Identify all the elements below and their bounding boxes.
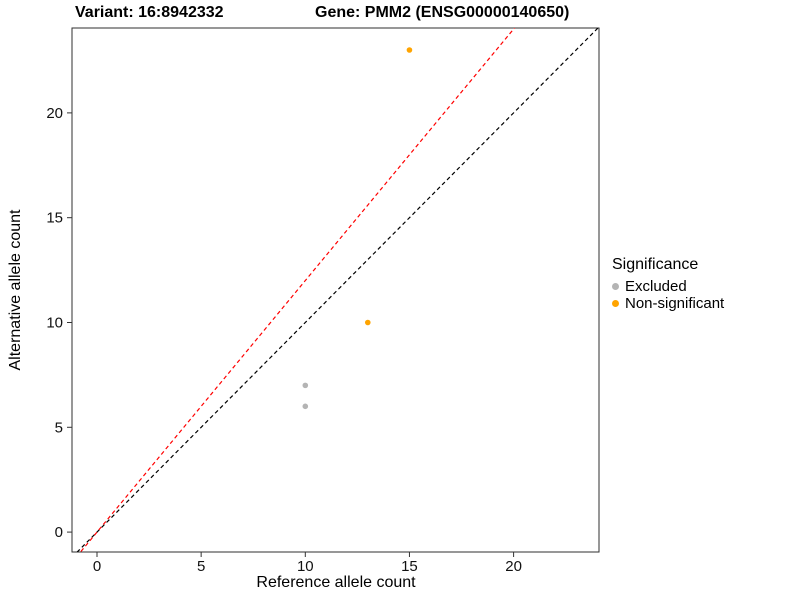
- y-axis-label: Alternative allele count: [7, 209, 24, 371]
- panel-border: [71, 27, 600, 553]
- gene-title: Gene: PMM2 (ENSG00000140650): [315, 4, 570, 21]
- x-tick-label: 0: [93, 558, 101, 575]
- data-point-non-significant: [364, 319, 371, 326]
- allelic-ratio-line: [79, 28, 516, 552]
- x-tick-label: 15: [401, 558, 418, 575]
- y-tick-label: 0: [55, 524, 63, 541]
- x-tick-label: 5: [197, 558, 205, 575]
- legend-swatch: [612, 300, 619, 307]
- legend-item-label: Excluded: [625, 278, 687, 295]
- data-point-excluded: [302, 403, 309, 410]
- legend-item-non-significant: Non-significant: [612, 295, 724, 312]
- x-tick-label: 20: [505, 558, 522, 575]
- legend-item-label: Non-significant: [625, 295, 725, 312]
- x-axis-label: Reference allele count: [256, 574, 416, 591]
- variant-title: Variant: 16:8942332: [75, 4, 224, 21]
- identity-line: [76, 28, 599, 552]
- y-tick-label: 15: [46, 210, 63, 227]
- legend: Significance Excluded Non-significant: [612, 256, 724, 312]
- x-tick-label: 10: [297, 558, 314, 575]
- y-tick-label: 20: [46, 105, 63, 122]
- legend-swatch: [612, 283, 619, 290]
- y-tick-label: 5: [55, 419, 63, 436]
- legend-title: Significance: [612, 256, 699, 273]
- legend-item-excluded: Excluded: [612, 278, 724, 295]
- y-tick-label: 10: [46, 314, 63, 331]
- data-point-excluded: [302, 382, 309, 389]
- data-point-non-significant: [406, 47, 413, 53]
